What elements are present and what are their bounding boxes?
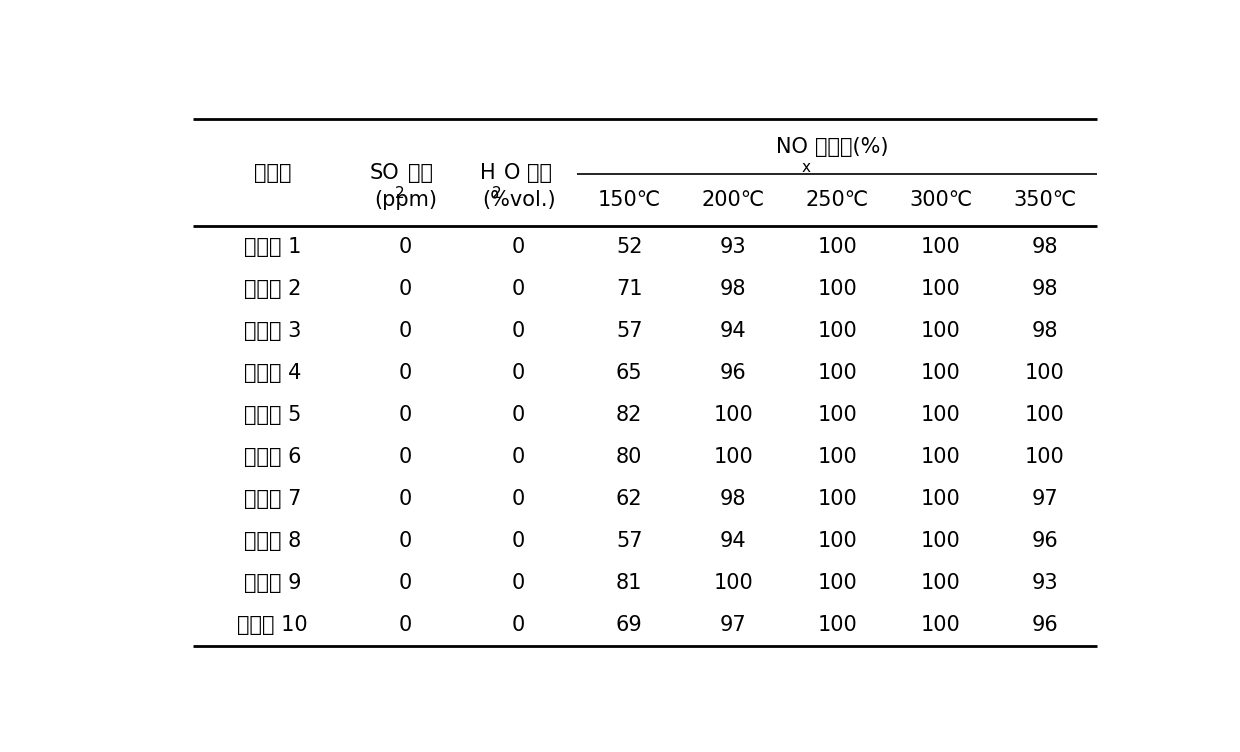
Text: 81: 81 [616, 573, 642, 593]
Text: 100: 100 [713, 573, 753, 593]
Text: 100: 100 [921, 405, 961, 425]
Text: 0: 0 [512, 573, 526, 593]
Text: 0: 0 [399, 615, 413, 635]
Text: 实施例 8: 实施例 8 [244, 531, 301, 551]
Text: 2: 2 [394, 186, 404, 201]
Text: 97: 97 [720, 615, 746, 635]
Text: 100: 100 [921, 238, 961, 257]
Text: 98: 98 [720, 490, 746, 509]
Text: 100: 100 [921, 490, 961, 509]
Text: 300℃: 300℃ [909, 190, 972, 211]
Text: 实施例 1: 实施例 1 [244, 238, 301, 257]
Text: 200℃: 200℃ [702, 190, 765, 211]
Text: 100: 100 [921, 363, 961, 384]
Text: 100: 100 [1025, 447, 1065, 467]
Text: 100: 100 [817, 615, 857, 635]
Text: 100: 100 [817, 279, 857, 299]
Text: 2: 2 [491, 186, 501, 201]
Text: 0: 0 [512, 447, 526, 467]
Text: 浓度: 浓度 [408, 162, 433, 183]
Text: 实施例 5: 实施例 5 [244, 405, 301, 425]
Text: 100: 100 [817, 321, 857, 341]
Text: (ppm): (ppm) [374, 190, 438, 211]
Text: 93: 93 [720, 238, 746, 257]
Text: 94: 94 [720, 531, 746, 551]
Text: 96: 96 [1032, 615, 1058, 635]
Text: 100: 100 [921, 531, 961, 551]
Text: 实施例 7: 实施例 7 [244, 490, 301, 509]
Text: 0: 0 [399, 490, 413, 509]
Text: 100: 100 [817, 363, 857, 384]
Text: x: x [802, 160, 811, 175]
Text: 96: 96 [1032, 531, 1058, 551]
Text: 0: 0 [512, 531, 526, 551]
Text: (%vol.): (%vol.) [482, 190, 556, 211]
Text: 0: 0 [399, 279, 413, 299]
Text: 100: 100 [817, 447, 857, 467]
Text: SO: SO [370, 162, 399, 183]
Text: 0: 0 [399, 531, 413, 551]
Text: 100: 100 [817, 573, 857, 593]
Text: 57: 57 [616, 531, 642, 551]
Text: 100: 100 [921, 447, 961, 467]
Text: NO: NO [776, 137, 808, 156]
Text: 100: 100 [921, 615, 961, 635]
Text: 100: 100 [817, 405, 857, 425]
Text: 94: 94 [720, 321, 746, 341]
Text: 98: 98 [1032, 279, 1058, 299]
Text: 100: 100 [1025, 405, 1065, 425]
Text: 实施例 9: 实施例 9 [244, 573, 301, 593]
Text: 实施例 6: 实施例 6 [244, 447, 301, 467]
Text: 52: 52 [616, 238, 642, 257]
Text: 0: 0 [512, 321, 526, 341]
Text: 250℃: 250℃ [806, 190, 869, 211]
Text: 0: 0 [399, 238, 413, 257]
Text: 100: 100 [921, 279, 961, 299]
Text: 0: 0 [512, 279, 526, 299]
Text: O 浓度: O 浓度 [503, 162, 552, 183]
Text: 实施例 10: 实施例 10 [237, 615, 308, 635]
Text: 69: 69 [616, 615, 642, 635]
Text: 82: 82 [616, 405, 642, 425]
Text: 0: 0 [512, 238, 526, 257]
Text: 57: 57 [616, 321, 642, 341]
Text: 0: 0 [512, 615, 526, 635]
Text: 0: 0 [399, 573, 413, 593]
Text: 150℃: 150℃ [598, 190, 661, 211]
Text: 100: 100 [921, 321, 961, 341]
Text: 100: 100 [1025, 363, 1065, 384]
Text: 96: 96 [719, 363, 746, 384]
Text: 80: 80 [616, 447, 642, 467]
Text: 98: 98 [720, 279, 746, 299]
Text: 100: 100 [921, 573, 961, 593]
Text: 100: 100 [817, 531, 857, 551]
Text: 98: 98 [1032, 238, 1058, 257]
Text: H: H [480, 162, 495, 183]
Text: 350℃: 350℃ [1013, 190, 1076, 211]
Text: 98: 98 [1032, 321, 1058, 341]
Text: 转化率(%): 转化率(%) [815, 137, 888, 156]
Text: 实施例 4: 实施例 4 [244, 363, 301, 384]
Text: 实施例 2: 实施例 2 [244, 279, 301, 299]
Text: 100: 100 [713, 405, 753, 425]
Text: 65: 65 [616, 363, 642, 384]
Text: 100: 100 [817, 490, 857, 509]
Text: 0: 0 [512, 490, 526, 509]
Text: 0: 0 [512, 405, 526, 425]
Text: 0: 0 [399, 363, 413, 384]
Text: 0: 0 [399, 405, 413, 425]
Text: 93: 93 [1032, 573, 1058, 593]
Text: 71: 71 [616, 279, 642, 299]
Text: 实施例 3: 实施例 3 [244, 321, 301, 341]
Text: 97: 97 [1032, 490, 1058, 509]
Text: 0: 0 [399, 321, 413, 341]
Text: 62: 62 [616, 490, 642, 509]
Text: 0: 0 [512, 363, 526, 384]
Text: 0: 0 [399, 447, 413, 467]
Text: 催化剂: 催化剂 [254, 162, 291, 183]
Text: 100: 100 [713, 447, 753, 467]
Text: 100: 100 [817, 238, 857, 257]
